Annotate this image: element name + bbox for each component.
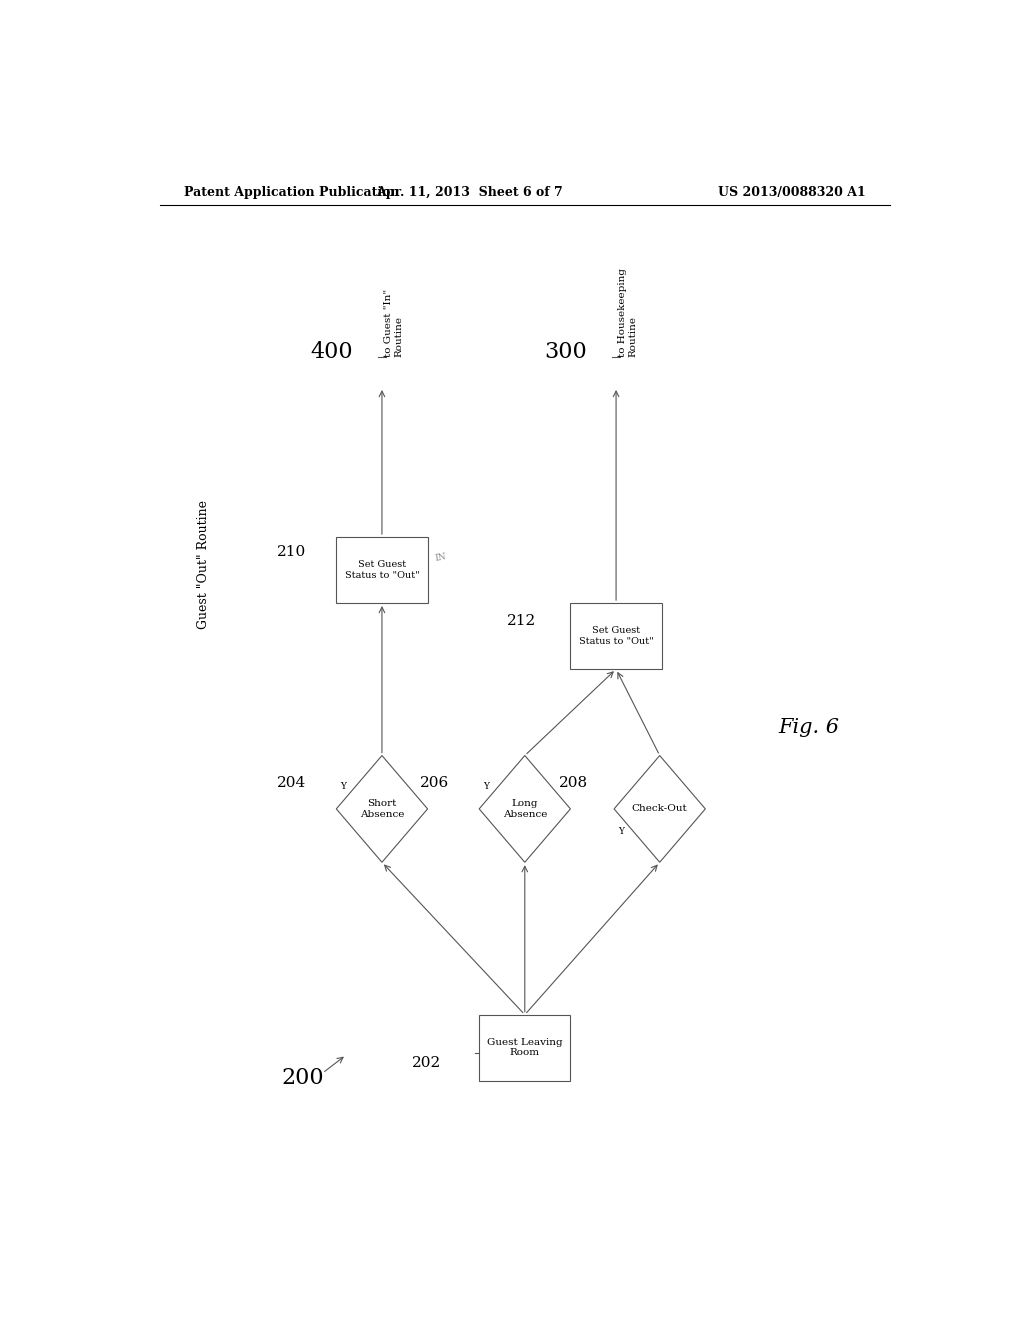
Text: Check-Out: Check-Out [632, 804, 687, 813]
Text: US 2013/0088320 A1: US 2013/0088320 A1 [718, 186, 866, 199]
FancyBboxPatch shape [336, 537, 428, 603]
Text: 208: 208 [558, 776, 588, 791]
Text: Fig. 6: Fig. 6 [778, 718, 840, 737]
Text: Y: Y [340, 781, 346, 791]
Text: to Housekeeping
Routine: to Housekeeping Routine [618, 268, 638, 356]
Polygon shape [614, 755, 706, 862]
Text: 204: 204 [276, 776, 306, 791]
Polygon shape [479, 755, 570, 862]
Text: Y: Y [618, 826, 624, 836]
Text: Apr. 11, 2013  Sheet 6 of 7: Apr. 11, 2013 Sheet 6 of 7 [376, 186, 562, 199]
Text: to Guest "In"
Routine: to Guest "In" Routine [384, 289, 403, 356]
Text: Guest "Out" Routine: Guest "Out" Routine [197, 500, 210, 630]
Text: Set Guest
Status to "Out": Set Guest Status to "Out" [345, 561, 419, 579]
FancyBboxPatch shape [479, 1015, 570, 1081]
Text: 202: 202 [412, 1056, 441, 1071]
Text: 206: 206 [420, 776, 449, 791]
Text: Long
Absence: Long Absence [503, 799, 547, 818]
Text: 212: 212 [507, 614, 537, 628]
Text: Patent Application Publication: Patent Application Publication [183, 186, 399, 199]
Text: Set Guest
Status to "Out": Set Guest Status to "Out" [579, 627, 653, 645]
Text: 400: 400 [310, 341, 353, 363]
Text: Guest Leaving
Room: Guest Leaving Room [487, 1038, 562, 1057]
Text: IN: IN [434, 552, 446, 564]
Text: 210: 210 [276, 545, 306, 558]
Text: 300: 300 [545, 341, 588, 363]
Polygon shape [336, 755, 428, 862]
Text: Y: Y [483, 781, 489, 791]
FancyBboxPatch shape [570, 603, 662, 669]
Text: Short
Absence: Short Absence [359, 799, 404, 818]
Text: 200: 200 [282, 1068, 324, 1089]
